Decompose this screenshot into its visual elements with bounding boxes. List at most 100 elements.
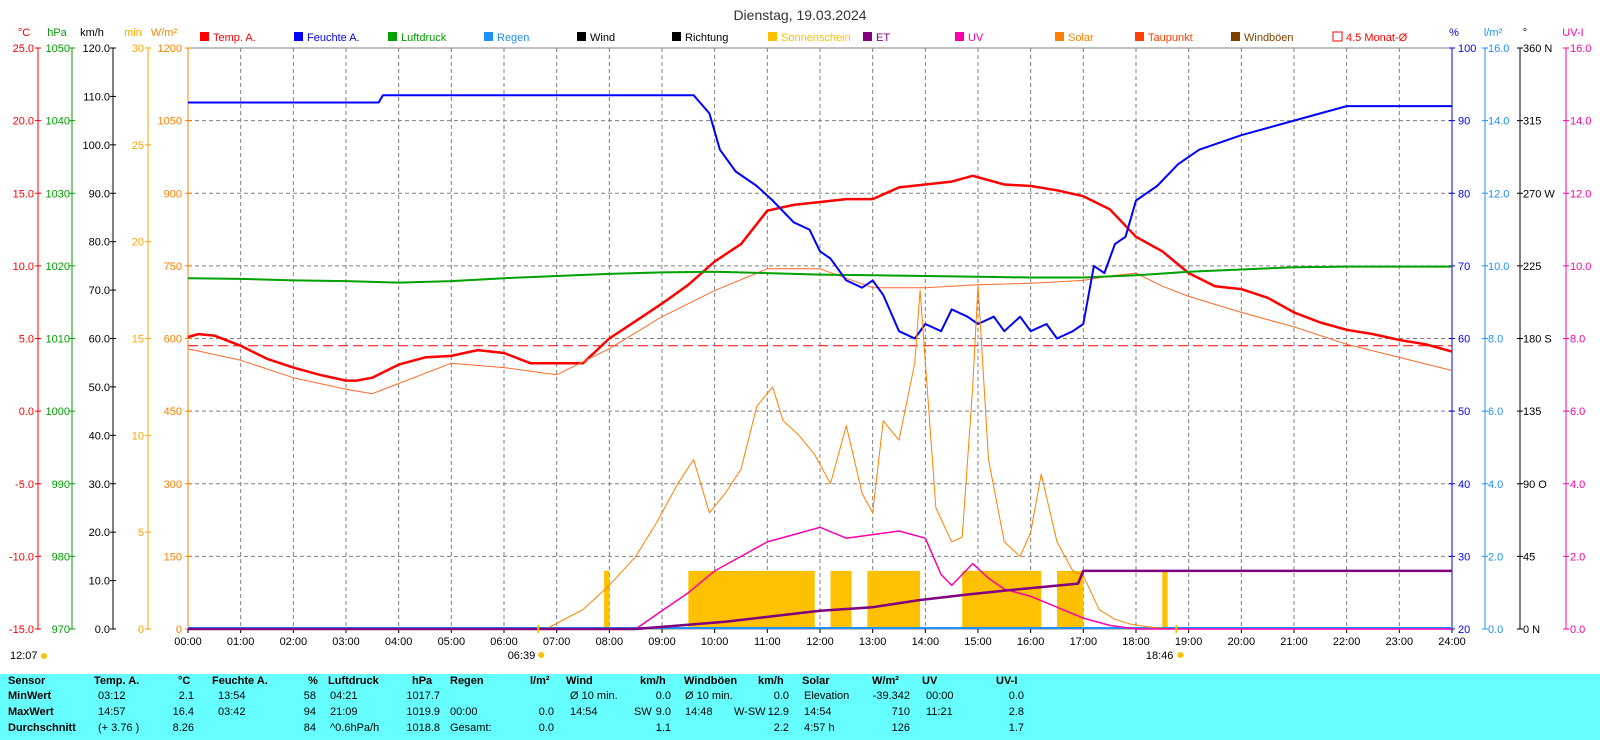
stats-row-label: Durchschnitt: [8, 722, 76, 734]
uvi-axis-unit: UV-I: [1562, 27, 1583, 39]
stats-uv-time: 00:00: [926, 690, 954, 702]
stats-solar-time: 4:57 h: [804, 722, 835, 734]
direction-axis-tick-label: 360 N: [1523, 43, 1552, 55]
legend-label: Richtung: [685, 32, 728, 44]
time-axis-tick-label: 13:00: [859, 636, 887, 648]
stats-gust-value: 0.0: [773, 690, 789, 702]
minutes-axis-tick-label: 15: [132, 334, 144, 346]
kmh-axis-tick-label: 70.0: [89, 285, 110, 297]
legend-swatch: [388, 32, 397, 41]
stats-header-solar: Solar: [802, 675, 830, 687]
stats-header-sensor: Sensor: [8, 675, 46, 687]
stats-rain-value: 0.0: [538, 722, 554, 734]
legend-label: UV: [968, 32, 984, 44]
stats-row-label: MaxWert: [8, 706, 54, 718]
sunset-dot: [1177, 652, 1184, 658]
stats-header-press-unit: hPa: [412, 675, 433, 687]
minutes-axis-tick-label: 5: [138, 527, 144, 539]
min-axis-unit: min: [124, 27, 142, 39]
time-axis-tick-label: 09:00: [648, 636, 676, 648]
pressure-axis-tick-label: 970: [52, 624, 70, 636]
solar-axis-tick-label: 450: [164, 406, 182, 418]
sunshine-bar: [1162, 570, 1168, 629]
legend-swatch: [577, 32, 586, 41]
legend-swatch: [200, 32, 209, 41]
humidity-axis-tick-label: 50: [1458, 406, 1470, 418]
stats-header-rain: Regen: [450, 675, 484, 687]
chart-axes: 25.020.015.010.05.00.0-5.0-10.0-15.01050…: [9, 43, 1592, 648]
legend-swatch: [672, 32, 681, 41]
kmh-axis-tick-label: 120.0: [82, 43, 110, 55]
stats-header-temp-unit: °C: [178, 675, 191, 687]
time-axis-tick-label: 06:00: [490, 636, 518, 648]
legend-swatch: [1135, 32, 1144, 41]
pct-axis-unit: %: [1449, 27, 1459, 39]
time-axis-tick-label: 10:00: [701, 636, 729, 648]
time-axis-tick-label: 15:00: [964, 636, 992, 648]
rain-axis-tick-label: 14.0: [1488, 116, 1509, 128]
stats-press-time: ^0.6hPa/h: [330, 722, 380, 734]
humidity-axis-tick-label: 60: [1458, 334, 1470, 346]
chart-grid: [187, 47, 1453, 630]
time-axis-tick-label: 19:00: [1175, 636, 1203, 648]
rain-axis-tick-label: 12.0: [1488, 188, 1509, 200]
sunrise-time: 06:39: [508, 650, 536, 662]
lm2-axis-unit: l/m²: [1484, 27, 1503, 39]
legend-label: Solar: [1068, 32, 1094, 44]
stats-press-value: 1019.9: [406, 706, 440, 718]
legend-swatch: [484, 32, 493, 41]
wm2-axis-unit: W/m²: [151, 27, 178, 39]
kmh-axis-tick-label: 10.0: [89, 576, 110, 588]
minutes-axis-tick-label: 20: [132, 237, 144, 249]
temp-axis-tick-label: 5.0: [19, 334, 34, 346]
humidity-axis-tick-label: 20: [1458, 624, 1470, 636]
stats-press-time: 21:09: [330, 706, 358, 718]
temp-axis-tick-label: -5.0: [15, 479, 34, 491]
time-axis-tick-label: 24:00: [1438, 636, 1466, 648]
temp-axis-tick-label: 15.0: [13, 188, 34, 200]
time-axis-tick-label: 12:00: [806, 636, 834, 648]
legend-swatch: [863, 32, 872, 41]
chart-title: Dienstag, 19.03.2024: [733, 7, 866, 23]
humidity-axis-tick-label: 100: [1458, 43, 1476, 55]
stats-solar-time: 14:54: [804, 706, 832, 718]
rain-axis-tick-label: 8.0: [1488, 334, 1503, 346]
time-axis-tick-label: 07:00: [543, 636, 571, 648]
stats-uvi-value: 1.7: [1008, 722, 1024, 734]
stats-solar-value: -39.342: [872, 690, 910, 702]
temp-axis-tick-label: 0.0: [19, 406, 34, 418]
minutes-axis-tick-label: 10: [132, 430, 144, 442]
solar-axis-tick-label: 1200: [158, 43, 182, 55]
deg-axis-unit: °: [1523, 27, 1527, 39]
stats-gust-value: 12.9: [767, 706, 789, 718]
minutes-axis-tick-label: 30: [132, 43, 144, 55]
sunrise-dot: [538, 652, 545, 658]
solar-axis-tick-label: 300: [164, 479, 182, 491]
stats-header-gust: Windböen: [684, 675, 738, 687]
legend-label: Taupunkt: [1148, 32, 1193, 44]
pressure-axis-tick-label: 1040: [46, 116, 70, 128]
time-axis-tick-label: 02:00: [280, 636, 308, 648]
kmh-axis-tick-label: 80.0: [89, 237, 110, 249]
temperature-series-line: [187, 174, 1453, 382]
rain-axis-tick-label: 0.0: [1488, 624, 1503, 636]
uvi-axis-tick-label: 10.0: [1570, 261, 1591, 273]
kmh-axis-tick-label: 100.0: [82, 140, 110, 152]
kmh-axis-tick-label: 50.0: [89, 382, 110, 394]
legend-label: Regen: [497, 32, 529, 44]
kmh-axis-tick-label: 0.0: [95, 624, 110, 636]
stats-header-solar-unit: W/m²: [872, 675, 899, 687]
kmh-axis-tick-label: 30.0: [89, 479, 110, 491]
solar-axis-tick-label: 750: [164, 261, 182, 273]
stats-temp-time: 03:12: [98, 690, 126, 702]
direction-axis-tick-label: 90 O: [1523, 479, 1547, 491]
stats-rain-time: 00:00: [450, 706, 478, 718]
solar-axis-tick-label: 900: [164, 188, 182, 200]
stats-gust-value: 2.2: [773, 722, 789, 734]
humidity-axis-tick-label: 90: [1458, 116, 1470, 128]
stats-temp-time: (+ 3.76 ): [98, 722, 140, 734]
pressure-axis-tick-label: 1000: [46, 406, 70, 418]
stats-hum-value: 84: [303, 722, 316, 734]
stats-hum-time: 03:42: [218, 706, 246, 718]
chart-marks: [187, 94, 1453, 631]
